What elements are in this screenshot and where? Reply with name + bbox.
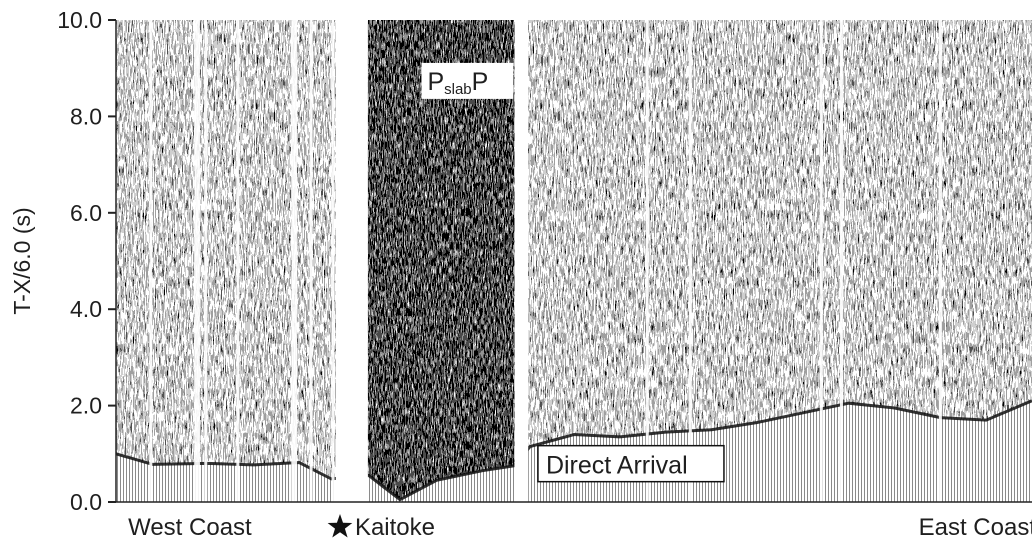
- annotations: PslabP Direct Arrival: [421, 62, 725, 483]
- trace-dropout: [196, 20, 200, 502]
- trace-dropout: [819, 20, 823, 502]
- trace-dropout: [194, 20, 198, 502]
- y-tick-label: 0.0: [70, 489, 102, 515]
- data-gap: [335, 20, 368, 502]
- y-tick-label: 2.0: [70, 393, 102, 419]
- y-tick-label: 8.0: [70, 103, 102, 129]
- trace-dropout: [149, 20, 153, 502]
- pslabp-label-box: [421, 62, 514, 99]
- trace-dropout: [688, 20, 692, 502]
- first-arrival-front: [116, 399, 1032, 502]
- trace-dropout: [331, 20, 335, 502]
- place-label: West Coast: [128, 514, 252, 541]
- trace-dropout: [204, 20, 208, 502]
- place-label: East Coast: [919, 514, 1032, 541]
- trace-dropout: [309, 20, 313, 502]
- y-axis: 0.0 2.0 4.0 6.0 8.0 10.0: [57, 7, 1032, 515]
- star-icon: [327, 514, 353, 538]
- trace-dropout: [938, 20, 942, 502]
- trace-dropout: [839, 20, 843, 502]
- trace-dropout: [236, 20, 240, 502]
- y-tick-label: 6.0: [70, 200, 102, 226]
- plot-area: [116, 20, 1032, 502]
- profile-labels: West Coast Kaitoke East Coast: [128, 514, 1032, 541]
- trace-dropouts: [149, 20, 942, 502]
- direct-arrival-label-box: [537, 444, 725, 483]
- y-tick-label: 10.0: [57, 7, 102, 33]
- y-tick-label: 4.0: [70, 296, 102, 322]
- data-gap: [514, 20, 529, 502]
- data-gaps: [335, 20, 529, 502]
- kaitoke-dense-section: [367, 20, 515, 500]
- trace-dropout: [294, 20, 298, 502]
- direct-arrival-label: Direct Arrival: [546, 452, 688, 480]
- trace-dropout: [645, 20, 649, 502]
- place-label-kaitoke: Kaitoke: [355, 514, 435, 541]
- trace-dropout: [291, 20, 295, 502]
- y-axis-title: T-X/6.0 (s): [9, 207, 35, 314]
- pslabp-label: PslabP: [427, 68, 488, 98]
